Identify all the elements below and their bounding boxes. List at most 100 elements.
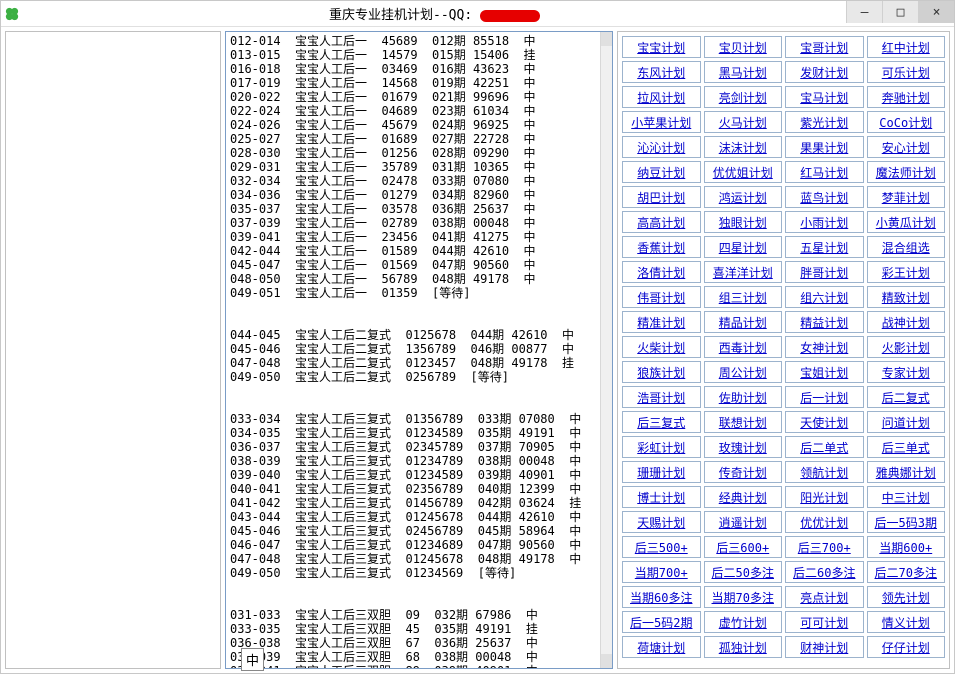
- plan-button[interactable]: 组六计划: [785, 286, 864, 308]
- plan-button[interactable]: 佐助计划: [704, 386, 783, 408]
- plan-button[interactable]: 宝贝计划: [704, 36, 783, 58]
- plan-button[interactable]: 红中计划: [867, 36, 946, 58]
- plan-button[interactable]: 伟哥计划: [622, 286, 701, 308]
- plan-button[interactable]: 精益计划: [785, 311, 864, 333]
- plan-button[interactable]: 后二70多注: [867, 561, 946, 583]
- plan-button[interactable]: 后三单式: [867, 436, 946, 458]
- plan-button[interactable]: 中三计划: [867, 486, 946, 508]
- plan-button[interactable]: 小黄瓜计划: [867, 211, 946, 233]
- plan-button[interactable]: 宝哥计划: [785, 36, 864, 58]
- plan-button[interactable]: 当期700+: [622, 561, 701, 583]
- plan-button[interactable]: 精品计划: [704, 311, 783, 333]
- plan-button[interactable]: CoCo计划: [867, 111, 946, 133]
- plan-button[interactable]: 宝马计划: [785, 86, 864, 108]
- plan-button[interactable]: 宝宝计划: [622, 36, 701, 58]
- plan-button[interactable]: 当期70多注: [704, 586, 783, 608]
- plan-button[interactable]: 红马计划: [785, 161, 864, 183]
- plan-button[interactable]: 后二单式: [785, 436, 864, 458]
- plan-button[interactable]: 当期60多注: [622, 586, 701, 608]
- plan-button[interactable]: 财神计划: [785, 636, 864, 658]
- plan-button[interactable]: 逍遥计划: [704, 511, 783, 533]
- plan-button[interactable]: 周公计划: [704, 361, 783, 383]
- plan-button[interactable]: 五星计划: [785, 236, 864, 258]
- plan-button[interactable]: 果果计划: [785, 136, 864, 158]
- plan-button[interactable]: 优优姐计划: [704, 161, 783, 183]
- plan-button[interactable]: 后三700+: [785, 536, 864, 558]
- plan-button[interactable]: 战神计划: [867, 311, 946, 333]
- plan-button[interactable]: 后一计划: [785, 386, 864, 408]
- plan-button[interactable]: 梦菲计划: [867, 186, 946, 208]
- plan-button[interactable]: 专家计划: [867, 361, 946, 383]
- plan-button[interactable]: 经典计划: [704, 486, 783, 508]
- plan-button[interactable]: 孤独计划: [704, 636, 783, 658]
- close-button[interactable]: ×: [918, 1, 954, 23]
- plan-button[interactable]: 魔法师计划: [867, 161, 946, 183]
- plan-button[interactable]: 女神计划: [785, 336, 864, 358]
- plan-button[interactable]: 西毒计划: [704, 336, 783, 358]
- minimize-button[interactable]: —: [846, 1, 882, 23]
- plan-button[interactable]: 洛倩计划: [622, 261, 701, 283]
- plan-button[interactable]: 组三计划: [704, 286, 783, 308]
- plan-button[interactable]: 紫光计划: [785, 111, 864, 133]
- log-scrollbar[interactable]: [600, 32, 612, 668]
- plan-button[interactable]: 小苹果计划: [622, 111, 701, 133]
- plan-button[interactable]: 安心计划: [867, 136, 946, 158]
- plan-button[interactable]: 火影计划: [867, 336, 946, 358]
- plan-button[interactable]: 蓝鸟计划: [785, 186, 864, 208]
- plan-button[interactable]: 发财计划: [785, 61, 864, 83]
- plan-button[interactable]: 彩王计划: [867, 261, 946, 283]
- plan-button[interactable]: 精致计划: [867, 286, 946, 308]
- plan-button[interactable]: 领先计划: [867, 586, 946, 608]
- plan-button[interactable]: 天赐计划: [622, 511, 701, 533]
- plan-button[interactable]: 问道计划: [867, 411, 946, 433]
- plan-button[interactable]: 优优计划: [785, 511, 864, 533]
- plan-button[interactable]: 可可计划: [785, 611, 864, 633]
- plan-button[interactable]: 浩哥计划: [622, 386, 701, 408]
- plan-button[interactable]: 东风计划: [622, 61, 701, 83]
- plan-button[interactable]: 纳豆计划: [622, 161, 701, 183]
- plan-button[interactable]: 后一5码2期: [622, 611, 701, 633]
- plan-button[interactable]: 亮剑计划: [704, 86, 783, 108]
- plan-button[interactable]: 珊珊计划: [622, 461, 701, 483]
- maximize-button[interactable]: □: [882, 1, 918, 23]
- plan-button[interactable]: 狼族计划: [622, 361, 701, 383]
- plan-button[interactable]: 亮点计划: [785, 586, 864, 608]
- plan-button[interactable]: 后二60多注: [785, 561, 864, 583]
- plan-button[interactable]: 沁沁计划: [622, 136, 701, 158]
- plan-button[interactable]: 领航计划: [785, 461, 864, 483]
- plan-button[interactable]: 胡巴计划: [622, 186, 701, 208]
- plan-button[interactable]: 沫沫计划: [704, 136, 783, 158]
- plan-button[interactable]: 情义计划: [867, 611, 946, 633]
- plan-button[interactable]: 喜洋洋计划: [704, 261, 783, 283]
- plan-button[interactable]: 后三500+: [622, 536, 701, 558]
- plan-button[interactable]: 可乐计划: [867, 61, 946, 83]
- plan-button[interactable]: 鸿运计划: [704, 186, 783, 208]
- plan-button[interactable]: 拉风计划: [622, 86, 701, 108]
- plan-button[interactable]: 精准计划: [622, 311, 701, 333]
- plan-button[interactable]: 虚竹计划: [704, 611, 783, 633]
- plan-button[interactable]: 传奇计划: [704, 461, 783, 483]
- plan-button[interactable]: 后二复式: [867, 386, 946, 408]
- plan-button[interactable]: 香蕉计划: [622, 236, 701, 258]
- plan-button[interactable]: 彩虹计划: [622, 436, 701, 458]
- plan-button[interactable]: 雅典娜计划: [867, 461, 946, 483]
- plan-button[interactable]: 高高计划: [622, 211, 701, 233]
- plan-button[interactable]: 黑马计划: [704, 61, 783, 83]
- plan-button[interactable]: 荷塘计划: [622, 636, 701, 658]
- plan-button[interactable]: 奔驰计划: [867, 86, 946, 108]
- plan-button[interactable]: 混合组选: [867, 236, 946, 258]
- plan-button[interactable]: 后三复式: [622, 411, 701, 433]
- plan-button[interactable]: 玫瑰计划: [704, 436, 783, 458]
- plan-button[interactable]: 独眼计划: [704, 211, 783, 233]
- plan-button[interactable]: 联想计划: [704, 411, 783, 433]
- plan-button[interactable]: 火柴计划: [622, 336, 701, 358]
- plan-button[interactable]: 四星计划: [704, 236, 783, 258]
- plan-button[interactable]: 阳光计划: [785, 486, 864, 508]
- plan-button[interactable]: 宝姐计划: [785, 361, 864, 383]
- plan-button[interactable]: 当期600+: [867, 536, 946, 558]
- plan-button[interactable]: 小雨计划: [785, 211, 864, 233]
- plan-button[interactable]: 后三600+: [704, 536, 783, 558]
- plan-button[interactable]: 仔仔计划: [867, 636, 946, 658]
- plan-button[interactable]: 后一5码3期: [867, 511, 946, 533]
- plan-button[interactable]: 后二50多注: [704, 561, 783, 583]
